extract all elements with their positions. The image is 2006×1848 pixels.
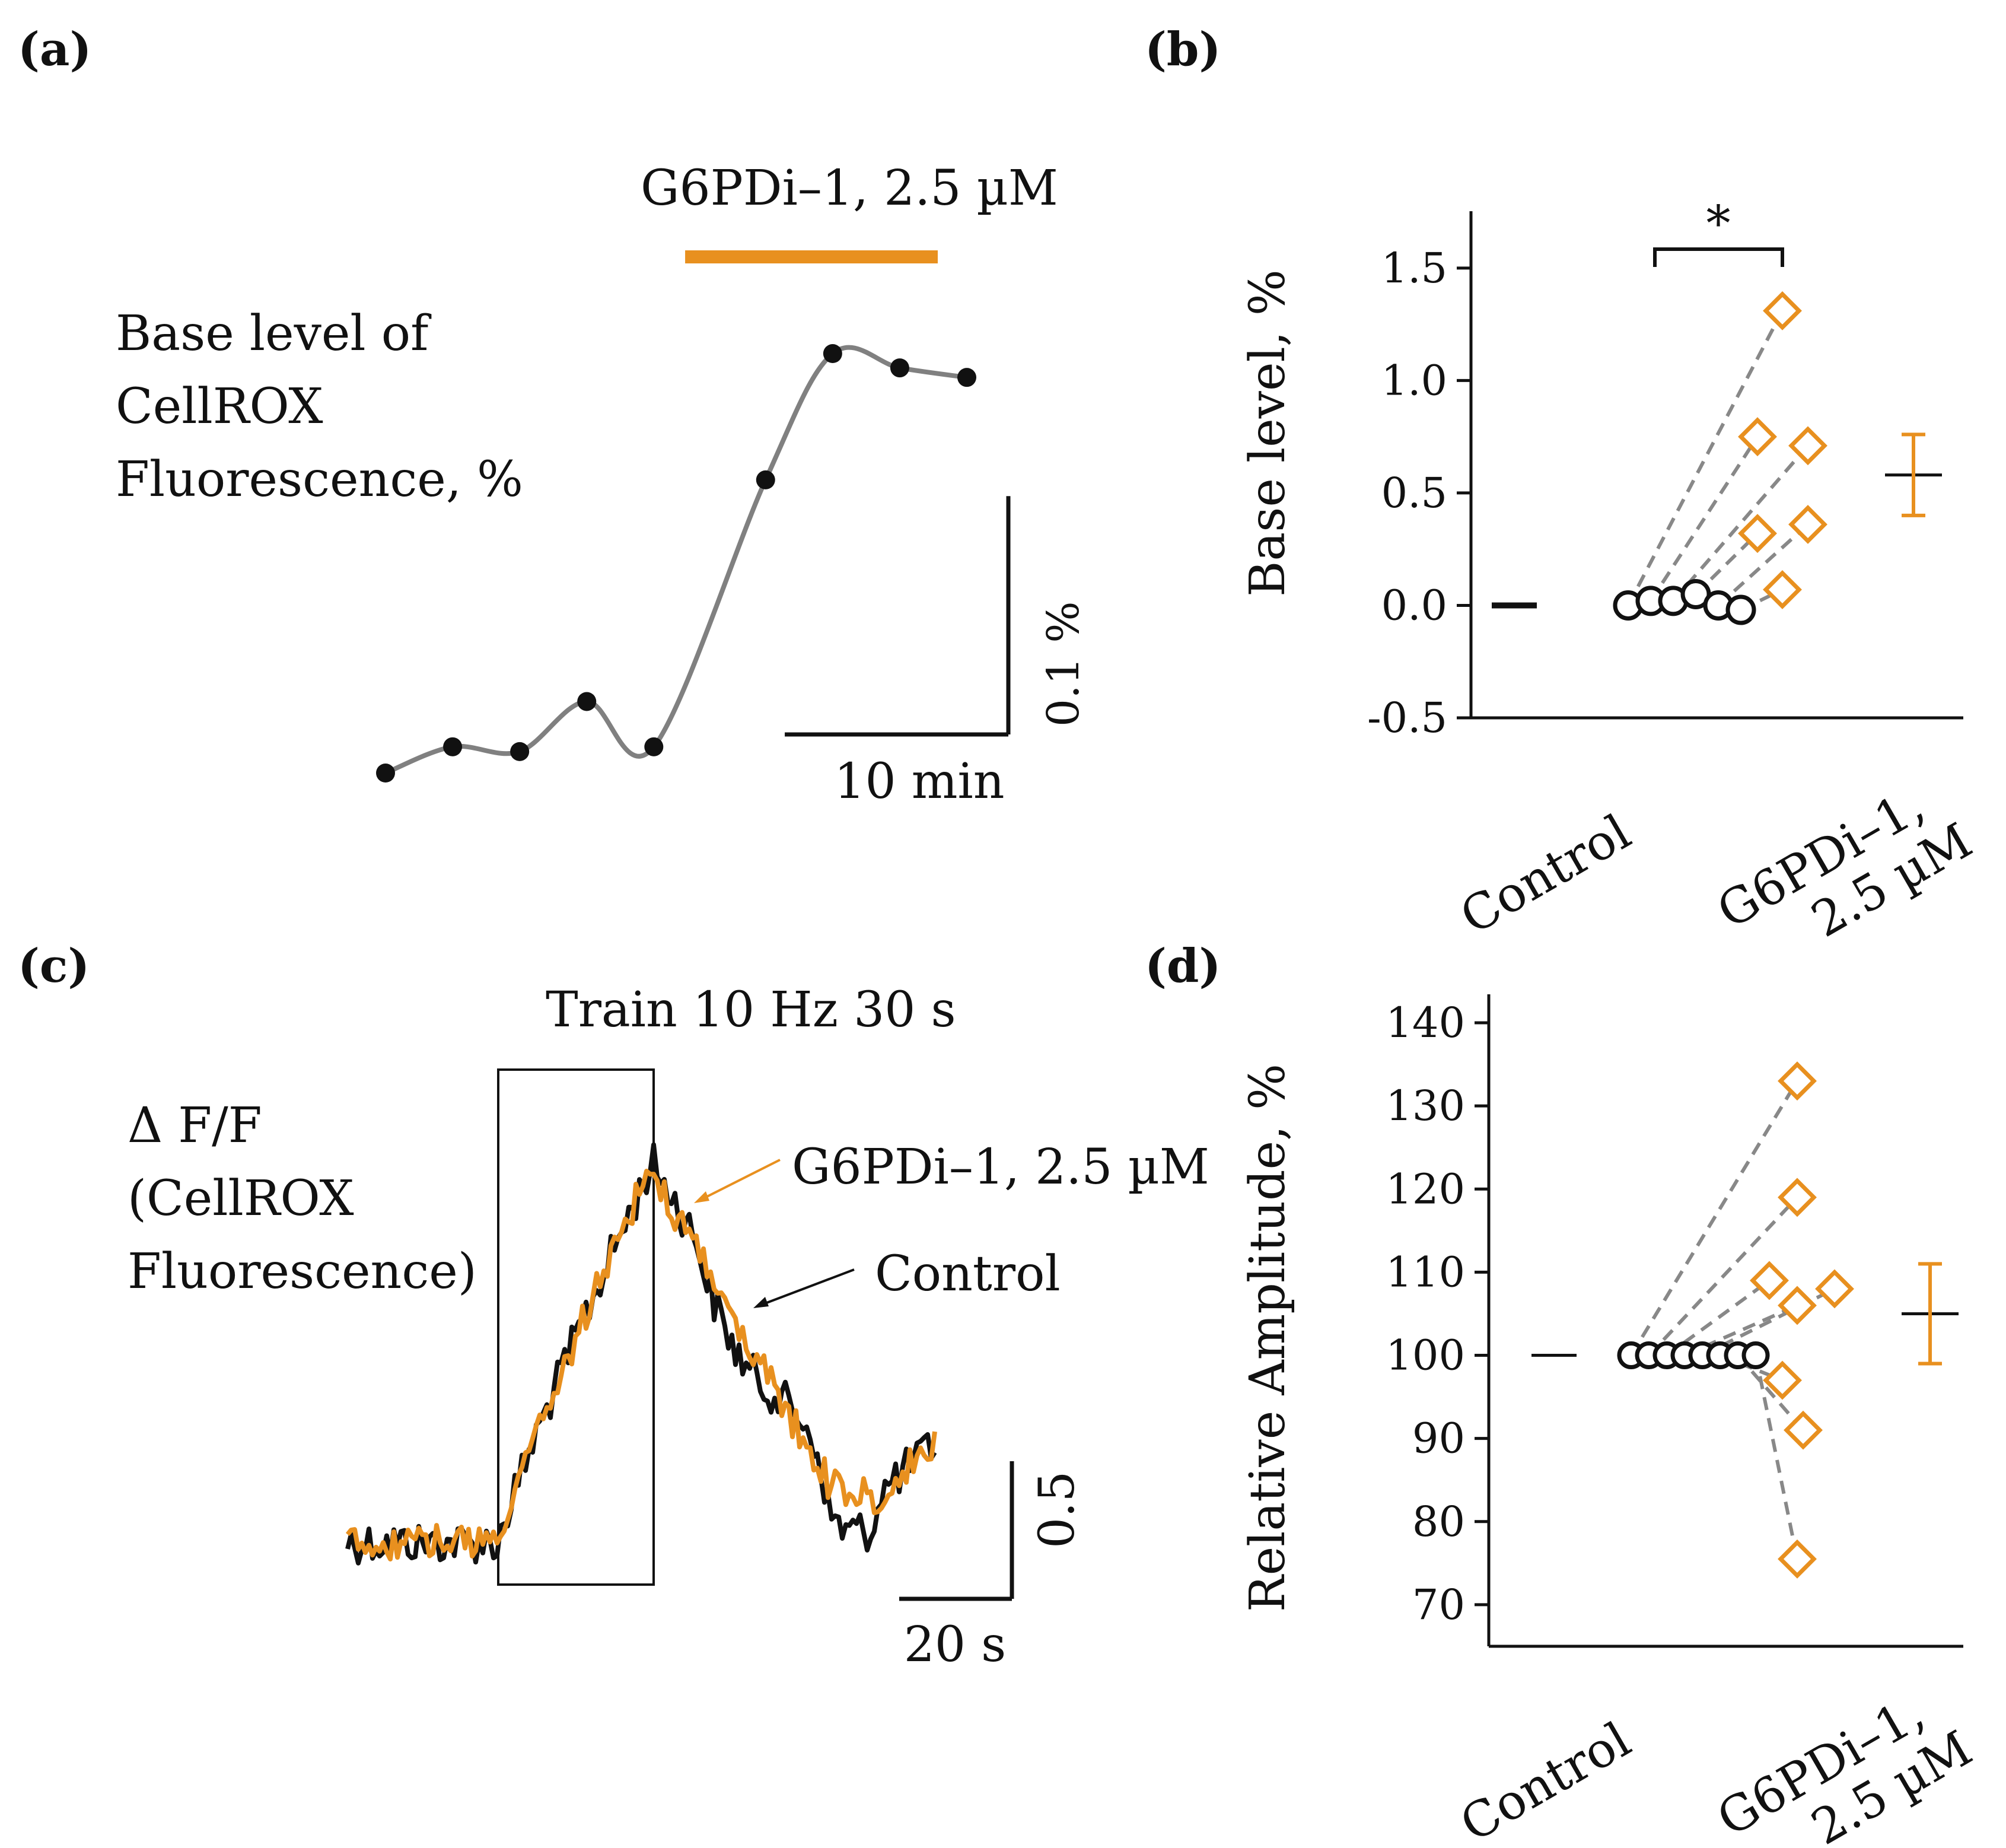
series-line-a	[384, 345, 967, 775]
y-tick-label-b-1: 0.0	[1381, 581, 1447, 629]
pair-line-d-0	[1629, 1080, 1799, 1357]
drug-point-d-2	[1750, 1261, 1789, 1300]
text-line: CellROX	[116, 378, 323, 435]
series-line-g6pdi	[345, 1169, 937, 1561]
y-tick-label-d-6: 130	[1386, 1082, 1465, 1130]
train-label-c: Train 10 Hz 30 s	[546, 982, 956, 1038]
y-tick-label-d-1: 80	[1412, 1497, 1465, 1546]
y-ticks-d: 70 80 90 100 110 120 130 140	[1386, 998, 1489, 1629]
drug-point-d-4	[1815, 1269, 1854, 1309]
pair-line-d-7	[1754, 1354, 1799, 1560]
drug-point-d-3	[1778, 1286, 1817, 1325]
control-point-b-5	[1725, 594, 1756, 625]
y-tick-label-b-2: 0.5	[1381, 469, 1447, 517]
drug-point-b-1	[1738, 417, 1777, 457]
legend-arrow-control	[760, 1268, 855, 1306]
data-point-a-5	[756, 470, 775, 489]
data-point-a-7	[890, 358, 909, 378]
panel-d: 70 80 90 100 110 120 130 140 Relative Amplitude…	[1240, 994, 1982, 1848]
drug-point-d-1	[1778, 1178, 1817, 1217]
panel-label-b: (b)	[1145, 23, 1221, 77]
pair-line-d-1	[1647, 1196, 1799, 1357]
drug-point-d-6	[1784, 1410, 1823, 1450]
category-label-control-b: Control	[1451, 804, 1640, 946]
pair-line-d-6	[1736, 1354, 1805, 1432]
legend-arrow-g6pdi	[700, 1159, 781, 1201]
category-label-drug-b: G6PDi–1,2.5 µM	[1708, 765, 1982, 987]
drug-point-b-5	[1763, 570, 1802, 609]
y-tick-label-b-4: 1.5	[1381, 244, 1447, 292]
y-tick-label-d-5: 120	[1386, 1165, 1465, 1213]
data-point-a-8	[957, 368, 976, 387]
data-point-a-3	[577, 692, 597, 711]
panel-label-d: (d)	[1145, 939, 1221, 993]
means-b	[1492, 432, 1942, 609]
control-points-b	[1613, 579, 1756, 625]
ylabel-a: Base level of CellROX Fluorescence, %	[116, 306, 523, 508]
legend-arrowhead-control	[753, 1297, 769, 1308]
drug-points-d	[1750, 1061, 1854, 1579]
category-label-control-d: Control	[1451, 1712, 1640, 1848]
text-line: Fluorescence, %	[116, 451, 523, 508]
drug-point-b-4	[1788, 505, 1827, 544]
legend-arrowhead-g6pdi	[694, 1191, 709, 1203]
y-tick-label-d-3: 100	[1386, 1331, 1465, 1380]
drug-point-b-3	[1738, 514, 1777, 554]
significance-bracket-b	[1653, 247, 1784, 267]
drug-point-d-5	[1763, 1360, 1802, 1400]
data-point-a-2	[510, 742, 530, 761]
data-point-a-0	[376, 764, 395, 783]
panel-label-c: (c)	[18, 939, 90, 993]
text-line: Control	[1451, 804, 1640, 946]
data-points-a	[376, 344, 976, 783]
scalebar-y-label-a: 0.1 %	[1038, 601, 1089, 727]
panel-c: Train 10 Hz 30 s Δ F/F (CellROX Fluorescen…	[128, 982, 1209, 1673]
pair-line-b-0	[1626, 310, 1784, 606]
text-line: Control	[1451, 1712, 1640, 1848]
control-points-d	[1617, 1341, 1770, 1370]
means-d	[1531, 1262, 1959, 1366]
panel-b: -0.5 0.0 0.5 1.0 1.5 Base level, % * Control…	[1240, 196, 1982, 987]
scalebar-x-label-a: 10 min	[834, 753, 1004, 810]
text-line: Base level of	[116, 306, 432, 362]
data-point-a-6	[823, 344, 842, 363]
control-point-d-7	[1741, 1341, 1770, 1370]
pair-line-b-2	[1671, 444, 1810, 602]
paired-lines-b	[1626, 310, 1810, 612]
text-line: (CellROX	[128, 1170, 354, 1227]
legend-label-control: Control	[875, 1246, 1061, 1302]
drug-point-d-0	[1778, 1061, 1817, 1101]
scalebar-y-label-c: 0.5	[1029, 1471, 1085, 1548]
y-tick-label-b-3: 1.0	[1381, 356, 1447, 405]
drug-point-b-0	[1763, 291, 1802, 330]
significance-star-b: *	[1706, 196, 1731, 252]
y-tick-label-d-7: 140	[1386, 998, 1465, 1047]
drug-points-b	[1738, 291, 1827, 609]
paired-lines-d	[1629, 1080, 1836, 1560]
y-tick-label-d-0: 70	[1412, 1580, 1465, 1629]
drug-point-b-2	[1788, 426, 1827, 466]
ylabel-b: Base level, %	[1240, 269, 1296, 597]
category-label-drug-d: G6PDi–1,2.5 µM	[1708, 1673, 1982, 1848]
panel-label-a: (a)	[18, 23, 91, 77]
data-point-a-1	[443, 737, 463, 756]
y-tick-label-d-2: 90	[1412, 1414, 1465, 1463]
data-point-a-4	[644, 737, 664, 756]
text-line: Fluorescence)	[128, 1243, 477, 1300]
ylabel-c: Δ F/F (CellROX Fluorescence)	[128, 1098, 477, 1300]
legend-label-g6pdi: G6PDi–1, 2.5 µM	[792, 1139, 1209, 1195]
ylabel-d: Relative Amplitude, %	[1240, 1064, 1296, 1612]
y-ticks-b: -0.5 0.0 0.5 1.0 1.5	[1367, 244, 1471, 742]
scalebar-x-label-c: 20 s	[904, 1617, 1007, 1673]
drug-bar-label-a: G6PDi–1, 2.5 µM	[641, 160, 1058, 217]
panel-a: G6PDi–1, 2.5 µM Base level of CellROX Fluo…	[116, 160, 1089, 810]
drug-point-d-7	[1778, 1539, 1817, 1579]
pair-line-b-3	[1694, 532, 1759, 596]
text-line: Δ F/F	[128, 1098, 262, 1154]
train-box-c	[497, 1068, 655, 1586]
y-tick-label-d-4: 110	[1386, 1248, 1465, 1296]
y-tick-label-b-0: -0.5	[1367, 694, 1447, 742]
pair-line-b-1	[1649, 435, 1759, 602]
